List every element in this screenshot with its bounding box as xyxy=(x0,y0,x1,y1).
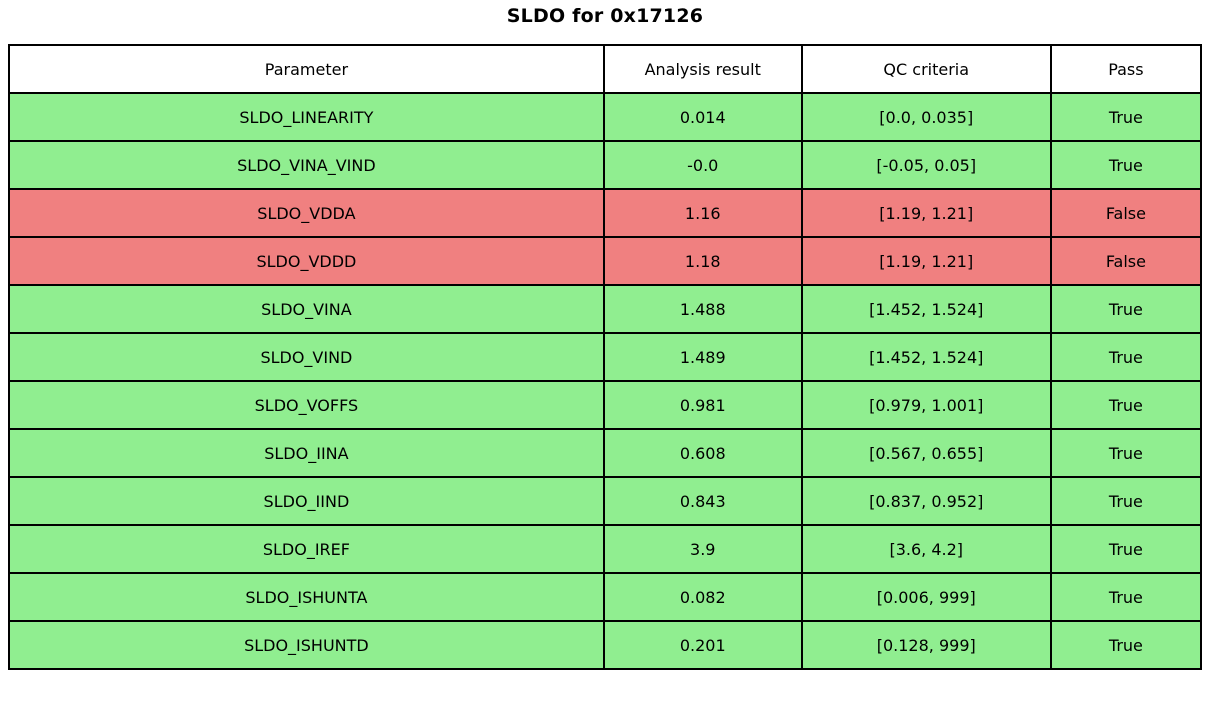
cell-analysis-result: 0.201 xyxy=(602,620,803,670)
cell-pass: True xyxy=(1049,140,1203,190)
table-row: SLDO_ISHUNTA 0.082 [0.006, 999] True xyxy=(8,572,1203,622)
cell-analysis-result: -0.0 xyxy=(602,140,803,190)
cell-analysis-result: 3.9 xyxy=(602,524,803,574)
cell-parameter: SLDO_VINA_VIND xyxy=(8,140,605,190)
cell-parameter: SLDO_ISHUNTA xyxy=(8,572,605,622)
column-header-pass: Pass xyxy=(1049,44,1203,94)
cell-analysis-result: 0.608 xyxy=(602,428,803,478)
cell-analysis-result: 0.843 xyxy=(602,476,803,526)
table-header: Parameter Analysis result QC criteria Pa… xyxy=(8,44,1203,94)
cell-parameter: SLDO_VINA xyxy=(8,284,605,334)
cell-pass: False xyxy=(1049,188,1203,238)
cell-analysis-result: 0.082 xyxy=(602,572,803,622)
table-row: SLDO_ISHUNTD 0.201 [0.128, 999] True xyxy=(8,620,1203,670)
table-row: SLDO_VOFFS 0.981 [0.979, 1.001] True xyxy=(8,380,1203,430)
cell-pass: True xyxy=(1049,524,1203,574)
cell-parameter: SLDO_LINEARITY xyxy=(8,92,605,142)
cell-parameter: SLDO_IINA xyxy=(8,428,605,478)
header-row: Parameter Analysis result QC criteria Pa… xyxy=(8,44,1203,94)
cell-pass: True xyxy=(1049,332,1203,382)
cell-qc-criteria: [-0.05, 0.05] xyxy=(800,140,1052,190)
table-body: SLDO_LINEARITY 0.014 [0.0, 0.035] True SLDO_… xyxy=(8,92,1203,670)
cell-qc-criteria: [0.128, 999] xyxy=(800,620,1052,670)
table-row: SLDO_VDDA 1.16 [1.19, 1.21] False xyxy=(8,188,1203,238)
cell-qc-criteria: [0.0, 0.035] xyxy=(800,92,1052,142)
table-row: SLDO_IIND 0.843 [0.837, 0.952] True xyxy=(8,476,1203,526)
table-row: SLDO_IINA 0.608 [0.567, 0.655] True xyxy=(8,428,1203,478)
page-title: SLDO for 0x17126 xyxy=(506,5,704,27)
cell-parameter: SLDO_IREF xyxy=(8,524,605,574)
cell-pass: True xyxy=(1049,428,1203,478)
table-row: SLDO_VINA_VIND -0.0 [-0.05, 0.05] True xyxy=(8,140,1203,190)
cell-parameter: SLDO_VDDA xyxy=(8,188,605,238)
cell-qc-criteria: [1.452, 1.524] xyxy=(800,332,1052,382)
cell-parameter: SLDO_VIND xyxy=(8,332,605,382)
cell-qc-criteria: [1.19, 1.21] xyxy=(800,188,1052,238)
cell-analysis-result: 1.489 xyxy=(602,332,803,382)
cell-qc-criteria: [1.19, 1.21] xyxy=(800,236,1052,286)
column-header-parameter: Parameter xyxy=(8,44,605,94)
cell-pass: True xyxy=(1049,620,1203,670)
cell-qc-criteria: [3.6, 4.2] xyxy=(800,524,1052,574)
cell-parameter: SLDO_VOFFS xyxy=(8,380,605,430)
cell-pass: True xyxy=(1049,92,1203,142)
cell-pass: True xyxy=(1049,476,1203,526)
column-header-qc-criteria: QC criteria xyxy=(800,44,1052,94)
cell-pass: True xyxy=(1049,380,1203,430)
cell-parameter: SLDO_ISHUNTD xyxy=(8,620,605,670)
cell-pass: True xyxy=(1049,572,1203,622)
cell-parameter: SLDO_VDDD xyxy=(8,236,605,286)
cell-pass: False xyxy=(1049,236,1203,286)
cell-analysis-result: 1.18 xyxy=(602,236,803,286)
table-row: SLDO_LINEARITY 0.014 [0.0, 0.035] True xyxy=(8,92,1203,142)
table-row: SLDO_VDDD 1.18 [1.19, 1.21] False xyxy=(8,236,1203,286)
cell-analysis-result: 0.981 xyxy=(602,380,803,430)
cell-analysis-result: 1.16 xyxy=(602,188,803,238)
cell-qc-criteria: [0.979, 1.001] xyxy=(800,380,1052,430)
qc-results-table: Parameter Analysis result QC criteria Pa… xyxy=(8,44,1203,670)
table-row: SLDO_IREF 3.9 [3.6, 4.2] True xyxy=(8,524,1203,574)
cell-pass: True xyxy=(1049,284,1203,334)
cell-analysis-result: 0.014 xyxy=(602,92,803,142)
cell-parameter: SLDO_IIND xyxy=(8,476,605,526)
table-row: SLDO_VIND 1.489 [1.452, 1.524] True xyxy=(8,332,1203,382)
cell-qc-criteria: [0.567, 0.655] xyxy=(800,428,1052,478)
cell-qc-criteria: [0.006, 999] xyxy=(800,572,1052,622)
cell-analysis-result: 1.488 xyxy=(602,284,803,334)
table-row: SLDO_VINA 1.488 [1.452, 1.524] True xyxy=(8,284,1203,334)
cell-qc-criteria: [1.452, 1.524] xyxy=(800,284,1052,334)
cell-qc-criteria: [0.837, 0.952] xyxy=(800,476,1052,526)
column-header-analysis-result: Analysis result xyxy=(602,44,803,94)
